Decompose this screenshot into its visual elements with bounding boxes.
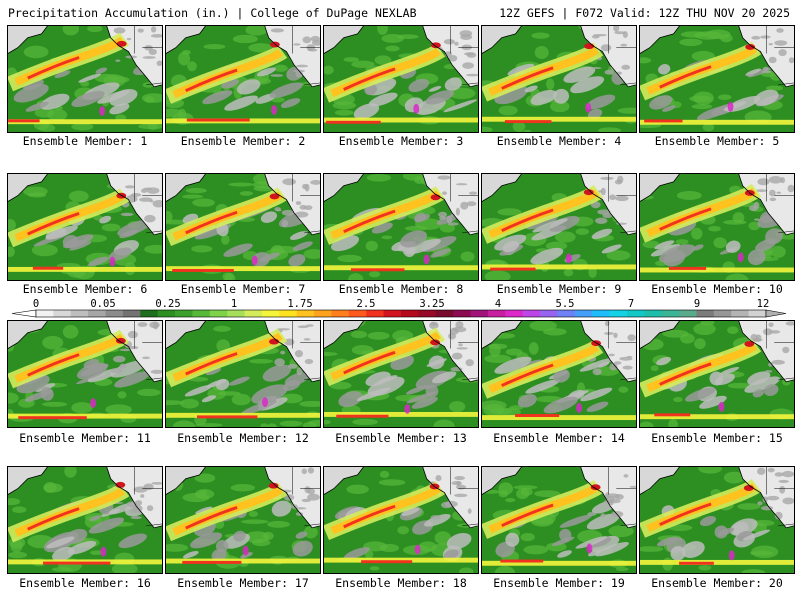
- ensemble-map-panel: [165, 173, 321, 281]
- ensemble-member-label: Ensemble Member: 4: [496, 134, 622, 148]
- colorbar-right-arrow: [765, 309, 787, 318]
- ensemble-map-panel: [323, 173, 479, 281]
- colorbar-swatch: [679, 310, 697, 317]
- ensemble-member-label: Ensemble Member: 14: [493, 431, 625, 445]
- colorbar-tick-label: 0.25: [155, 298, 181, 310]
- colorbar-tick-label: 0.05: [90, 298, 116, 310]
- ensemble-map-panel: [165, 320, 321, 428]
- ensemble-member-label: Ensemble Member: 19: [493, 576, 625, 590]
- ensemble-map-panel: [481, 25, 637, 133]
- ensemble-member-label: Ensemble Member: 1: [22, 134, 148, 148]
- colorbar-swatch: [88, 310, 106, 317]
- colorbar-swatch: [348, 310, 367, 317]
- colorbar-left-arrow: [11, 309, 37, 318]
- precipitation-colorbar: [11, 309, 787, 318]
- colorbar-tick-label: 1: [230, 298, 238, 310]
- colorbar-swatch: [314, 310, 332, 317]
- colorbar-tick-label: 7: [627, 298, 635, 310]
- ensemble-member-label: Ensemble Member: 3: [338, 134, 464, 148]
- ensemble-map-panel: [323, 320, 479, 428]
- ensemble-member-label: Ensemble Member: 5: [654, 134, 780, 148]
- ensemble-member-label: Ensemble Member: 9: [496, 282, 622, 296]
- ensemble-map-panel: [165, 25, 321, 133]
- colorbar-tick-label: 9: [693, 298, 701, 310]
- colorbar-swatch: [609, 310, 628, 317]
- ensemble-map-panel: [639, 320, 795, 428]
- colorbar-swatch: [661, 310, 680, 317]
- ensemble-member-label: Ensemble Member: 18: [335, 576, 467, 590]
- colorbar-swatch: [105, 310, 124, 317]
- colorbar-tick-label: 3.25: [419, 298, 445, 310]
- colorbar-swatch: [122, 310, 141, 317]
- ensemble-map-panel: [7, 320, 163, 428]
- colorbar-swatch: [626, 310, 645, 317]
- ensemble-member-label: Ensemble Member: 16: [19, 576, 151, 590]
- ensemble-member-label: Ensemble Member: 7: [180, 282, 306, 296]
- ensemble-map-panel: [481, 320, 637, 428]
- colorbar-tick-label: 12: [756, 298, 770, 310]
- ensemble-map-panel: [639, 466, 795, 574]
- colorbar-swatch: [696, 310, 715, 317]
- colorbar-swatch: [366, 310, 385, 317]
- colorbar-swatch: [435, 310, 454, 317]
- ensemble-map-panel: [165, 466, 321, 574]
- colorbar-tick-label: 4: [494, 298, 502, 310]
- colorbar-swatch: [505, 310, 524, 317]
- ensemble-map-panel: [323, 25, 479, 133]
- colorbar-swatch: [748, 310, 767, 317]
- colorbar-swatch: [574, 310, 593, 317]
- colorbar-swatch: [383, 310, 402, 317]
- colorbar-swatch: [53, 310, 72, 317]
- ensemble-map-panel: [7, 25, 163, 133]
- colorbar-swatch: [557, 310, 576, 317]
- colorbar-tick-label: 5.5: [555, 298, 575, 310]
- colorbar-swatch: [401, 310, 419, 317]
- colorbar-swatch: [453, 310, 471, 317]
- colorbar-swatch: [244, 310, 263, 317]
- colorbar-tick-label: 0: [32, 298, 40, 310]
- colorbar-swatch: [192, 310, 211, 317]
- ensemble-map-panel: [639, 173, 795, 281]
- ensemble-member-label: Ensemble Member: 15: [651, 431, 783, 445]
- colorbar-swatch: [175, 310, 193, 317]
- colorbar-swatch: [644, 310, 663, 317]
- colorbar-swatch: [331, 310, 350, 317]
- colorbar-swatch: [140, 310, 159, 317]
- ensemble-member-label: Ensemble Member: 17: [177, 576, 309, 590]
- colorbar-swatch: [418, 310, 437, 317]
- colorbar-swatch: [36, 310, 54, 317]
- colorbar-swatch: [157, 310, 176, 317]
- ensemble-map-panel: [7, 173, 163, 281]
- ensemble-member-label: Ensemble Member: 20: [651, 576, 783, 590]
- ensemble-member-label: Ensemble Member: 8: [338, 282, 464, 296]
- ensemble-member-label: Ensemble Member: 11: [19, 431, 151, 445]
- model-valid-time: 12Z GEFS | F072 Valid: 12Z THU NOV 20 20…: [499, 6, 790, 20]
- ensemble-member-label: Ensemble Member: 2: [180, 134, 306, 148]
- ensemble-member-label: Ensemble Member: 6: [22, 282, 148, 296]
- colorbar-tick-label: 2.5: [356, 298, 376, 310]
- ensemble-map-panel: [639, 25, 795, 133]
- colorbar-swatch: [470, 310, 489, 317]
- colorbar-swatch: [227, 310, 245, 317]
- colorbar-swatch: [522, 310, 541, 317]
- map-title: Precipitation Accumulation (in.) | Colle…: [8, 6, 417, 20]
- colorbar-swatch: [279, 310, 298, 317]
- colorbar-swatch: [487, 310, 506, 317]
- colorbar-swatch: [209, 310, 228, 317]
- ensemble-member-label: Ensemble Member: 13: [335, 431, 467, 445]
- ensemble-map-panel: [481, 466, 637, 574]
- colorbar-swatch: [713, 310, 732, 317]
- colorbar-swatch: [70, 310, 89, 317]
- colorbar-swatch: [592, 310, 610, 317]
- ensemble-member-label: Ensemble Member: 12: [177, 431, 309, 445]
- colorbar-swatch: [296, 310, 315, 317]
- ensemble-map-panel: [481, 173, 637, 281]
- colorbar-swatch: [731, 310, 750, 317]
- ensemble-member-label: Ensemble Member: 10: [651, 282, 783, 296]
- colorbar-tick-label: 1.75: [287, 298, 313, 310]
- colorbar-swatch: [540, 310, 558, 317]
- colorbar-swatch: [261, 310, 280, 317]
- ensemble-map-panel: [7, 466, 163, 574]
- ensemble-map-panel: [323, 466, 479, 574]
